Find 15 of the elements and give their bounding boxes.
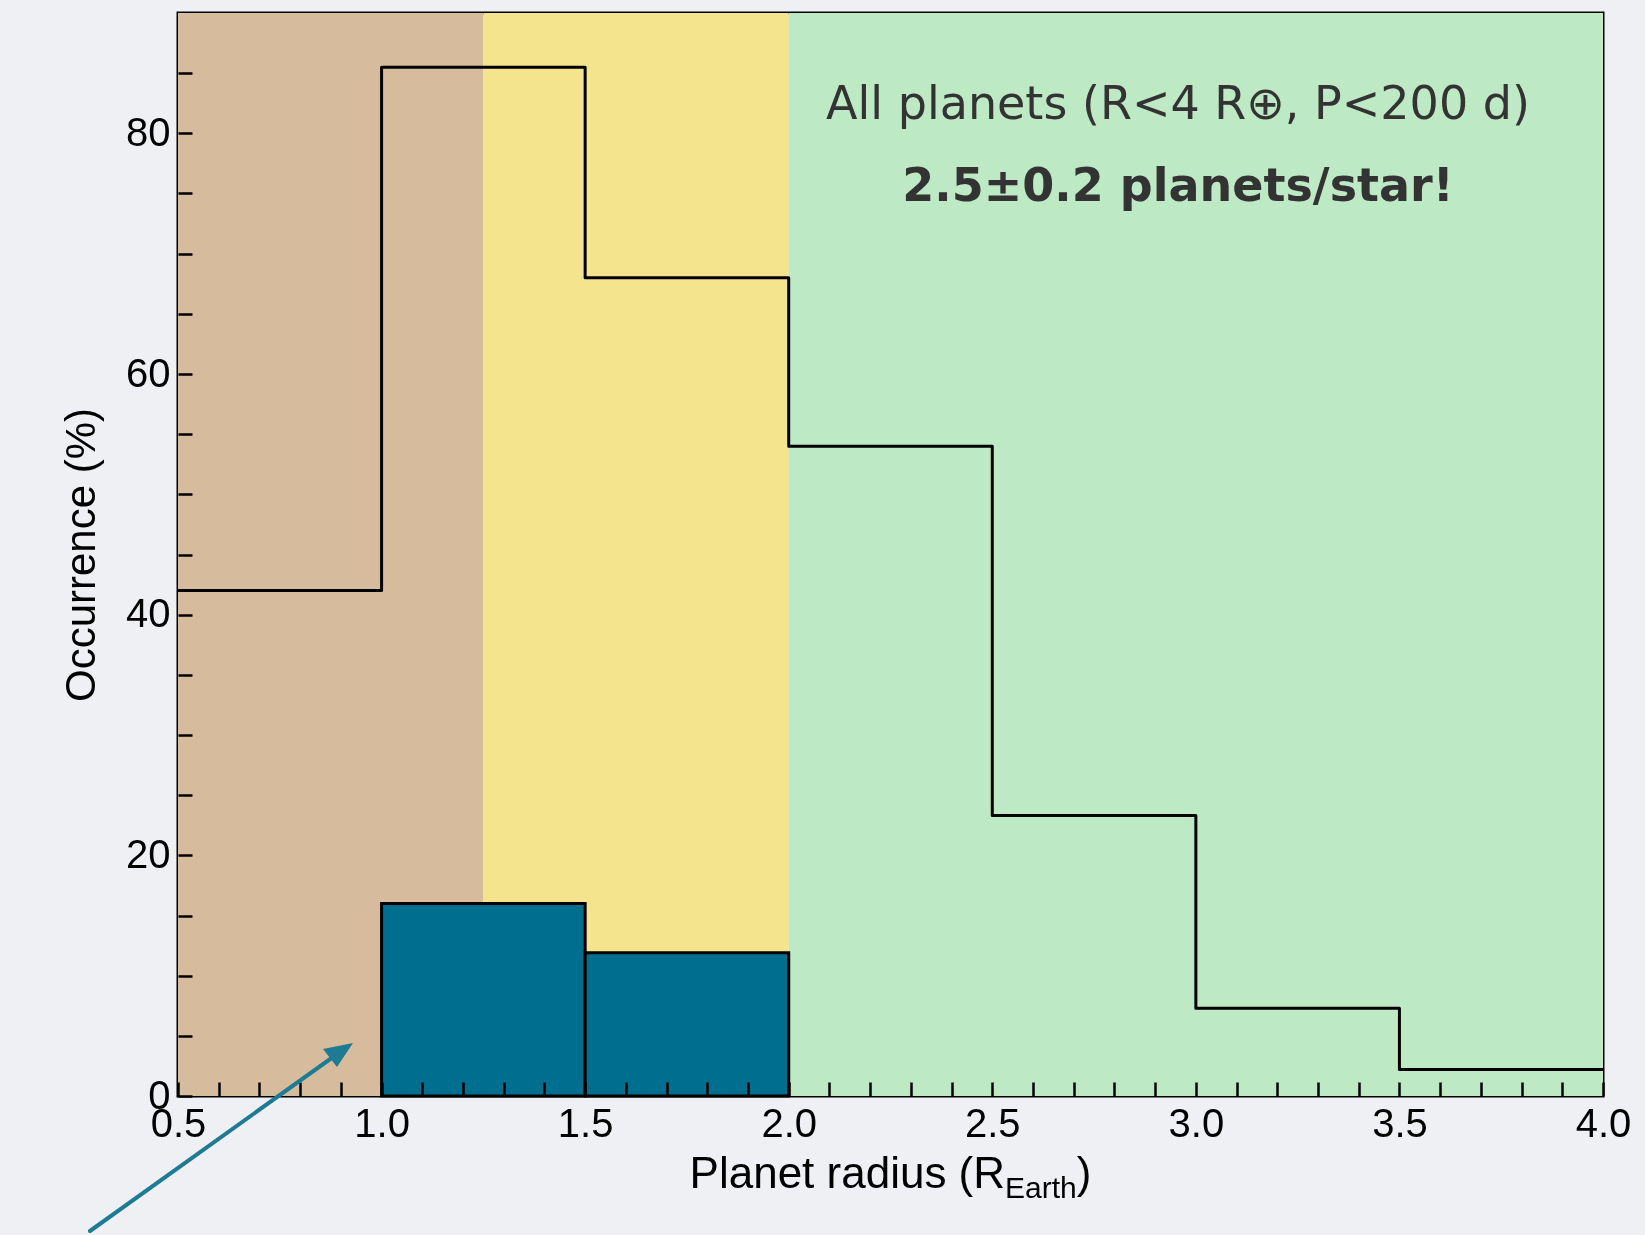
- x-axis-title: Planet radius (R$_{Earth}$): [688, 1148, 1093, 1205]
- y-tick-label: 60: [126, 350, 171, 395]
- x-tick-label: 2.0: [761, 1100, 818, 1145]
- y-axis-title: Occurrence (%): [57, 407, 105, 703]
- annotation: All planets (R<4 R⊕, P<200 d): [826, 76, 1530, 130]
- x-tick-label: 3.5: [1372, 1100, 1428, 1145]
- x-tick-label: 1.5: [557, 1100, 614, 1145]
- y-tick-label: 80: [126, 109, 171, 154]
- y-tick-label: 20: [126, 831, 171, 876]
- x-tick-label: 3.0: [1168, 1100, 1225, 1145]
- x-tick-label: 4.0: [1575, 1100, 1632, 1145]
- x-tick-label: 1.0: [354, 1100, 410, 1145]
- x-tick-label: 2.5: [964, 1100, 1021, 1145]
- annotation: 2.5±0.2 planets/star!: [902, 158, 1454, 212]
- y-tick-label: 40: [126, 591, 171, 636]
